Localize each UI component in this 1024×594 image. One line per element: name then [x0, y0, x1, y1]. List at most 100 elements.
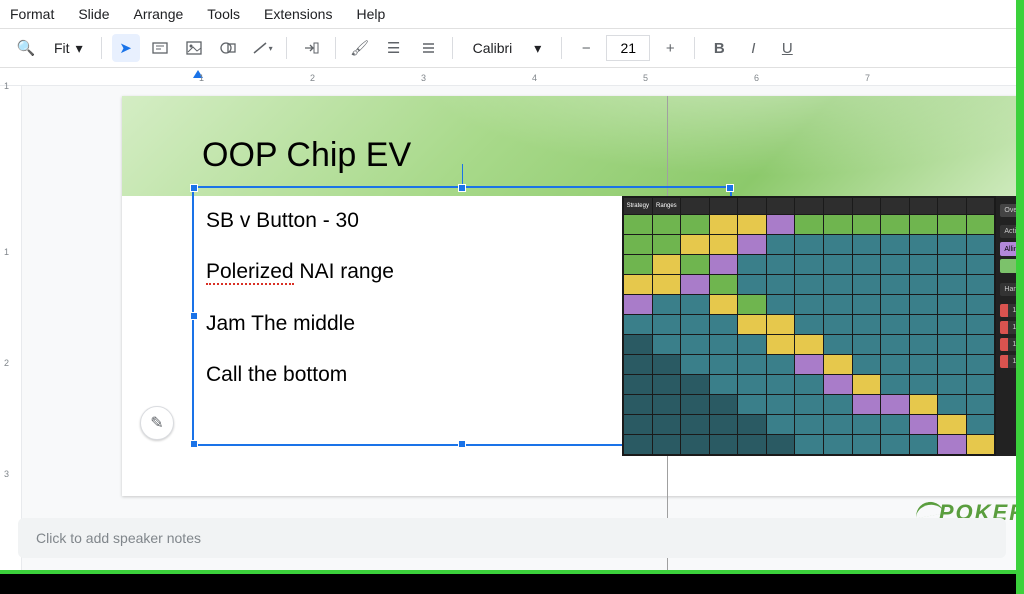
grid-header	[881, 198, 909, 214]
menu-arrange[interactable]: Arrange	[133, 6, 183, 22]
separator	[452, 37, 453, 59]
range-cell	[624, 255, 652, 274]
menu-format[interactable]: Format	[10, 6, 54, 22]
range-cell	[681, 435, 709, 454]
font-size-increase[interactable]: +	[656, 34, 684, 62]
text-line[interactable]: Call the bottom	[206, 360, 394, 389]
grid-header	[824, 198, 852, 214]
range-cell	[738, 375, 766, 394]
align-icon[interactable]: ☰	[380, 34, 408, 62]
range-cell	[881, 315, 909, 334]
shape-tool-icon[interactable]	[214, 34, 242, 62]
range-cell	[910, 415, 938, 434]
range-cell	[853, 355, 881, 374]
bold-icon[interactable]: B	[705, 34, 733, 62]
range-cell	[624, 395, 652, 414]
range-cell	[881, 355, 909, 374]
range-cell	[881, 255, 909, 274]
resize-handle[interactable]	[190, 440, 198, 448]
text-line[interactable]: Jam The middle	[206, 309, 394, 338]
font-size-decrease[interactable]: −	[572, 34, 600, 62]
range-cell	[795, 395, 823, 414]
paint-format-icon[interactable]: 🖌	[346, 34, 374, 62]
text-line[interactable]: SB v Button - 30	[206, 206, 394, 235]
range-cell	[853, 395, 881, 414]
resize-handle[interactable]	[726, 184, 734, 192]
separator	[101, 37, 102, 59]
range-cell	[853, 315, 881, 334]
ruler-vertical: 11234	[0, 86, 22, 594]
range-cell	[710, 415, 738, 434]
select-tool-icon[interactable]: ➤	[112, 34, 140, 62]
range-cell	[853, 255, 881, 274]
text-line[interactable]: Polerized NAI range	[206, 257, 394, 286]
range-cell	[767, 335, 795, 354]
range-cell	[738, 235, 766, 254]
range-cell	[938, 415, 966, 434]
zoom-select[interactable]: Fit ▾	[46, 40, 91, 57]
range-cell	[710, 395, 738, 414]
range-cell	[795, 335, 823, 354]
range-cell	[767, 435, 795, 454]
separator	[335, 37, 336, 59]
textbox-tool-icon[interactable]	[146, 34, 174, 62]
resize-handle[interactable]	[458, 440, 466, 448]
range-cell	[910, 235, 938, 254]
resize-handle[interactable]	[190, 184, 198, 192]
range-cell	[738, 335, 766, 354]
range-cell	[767, 275, 795, 294]
ruler-tick: 6	[754, 73, 759, 83]
menu-help[interactable]: Help	[356, 6, 385, 22]
italic-icon[interactable]: I	[739, 34, 767, 62]
grid-header	[767, 198, 795, 214]
transition-icon[interactable]	[297, 34, 325, 62]
line-spacing-icon[interactable]	[414, 34, 442, 62]
font-select[interactable]: Calibri ▾	[463, 40, 552, 57]
range-cell	[767, 255, 795, 274]
range-cell	[967, 415, 995, 434]
underline-icon[interactable]: U	[773, 34, 801, 62]
textbox-content[interactable]: SB v Button - 30 Polerized NAI range Jam T…	[206, 206, 394, 412]
line-tool-icon[interactable]: ▾	[248, 34, 276, 62]
font-size-input[interactable]: 21	[606, 35, 650, 61]
ruler-tick: 2	[4, 358, 9, 368]
ruler-tick: 1	[199, 73, 204, 83]
menu-slide[interactable]: Slide	[78, 6, 109, 22]
range-cell	[881, 415, 909, 434]
resize-handle[interactable]	[190, 312, 198, 320]
ruler-tick: 1	[4, 247, 9, 257]
rotation-handle-line	[462, 164, 463, 184]
range-cell	[710, 335, 738, 354]
range-cell	[881, 215, 909, 234]
menu-extensions[interactable]: Extensions	[264, 6, 332, 22]
zoom-label: Fit	[54, 40, 70, 56]
grid-header	[967, 198, 995, 214]
range-cell	[624, 355, 652, 374]
range-cell	[767, 395, 795, 414]
range-cell	[624, 335, 652, 354]
separator	[561, 37, 562, 59]
image-tool-icon[interactable]	[180, 34, 208, 62]
grid-header: Ranges	[653, 198, 681, 214]
menu-tools[interactable]: Tools	[207, 6, 240, 22]
range-cell	[710, 315, 738, 334]
range-cell	[653, 255, 681, 274]
slide[interactable]: OOP Chip EV SB v Button - 30 Polerized NA…	[122, 96, 1024, 496]
range-cell	[624, 435, 652, 454]
range-cell	[795, 415, 823, 434]
slide-title[interactable]: OOP Chip EV	[202, 136, 411, 175]
range-cell	[767, 295, 795, 314]
range-cell	[738, 415, 766, 434]
format-options-button[interactable]: ✎	[140, 406, 174, 440]
range-cell	[738, 275, 766, 294]
range-cell	[795, 215, 823, 234]
range-cell	[938, 235, 966, 254]
search-icon[interactable]: 🔍	[12, 34, 40, 62]
ruler-tick: 3	[4, 469, 9, 479]
grid-header: Strategy	[624, 198, 652, 214]
range-cell	[938, 335, 966, 354]
range-cell	[824, 335, 852, 354]
range-cell	[853, 435, 881, 454]
speaker-notes[interactable]: Click to add speaker notes	[18, 518, 1006, 558]
resize-handle[interactable]	[458, 184, 466, 192]
